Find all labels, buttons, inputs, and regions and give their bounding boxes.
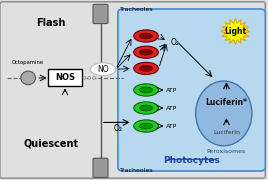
Text: Tracheoles: Tracheoles xyxy=(120,7,154,12)
Ellipse shape xyxy=(139,33,153,39)
Ellipse shape xyxy=(139,105,153,111)
Ellipse shape xyxy=(134,62,158,75)
Text: Quiescent: Quiescent xyxy=(23,139,79,149)
FancyBboxPatch shape xyxy=(118,9,265,171)
Ellipse shape xyxy=(83,76,86,79)
Text: Light: Light xyxy=(224,27,246,36)
Text: Luciferin: Luciferin xyxy=(213,130,240,135)
FancyBboxPatch shape xyxy=(93,158,108,177)
Ellipse shape xyxy=(134,120,158,132)
Text: O₂: O₂ xyxy=(170,38,179,47)
Text: O₂: O₂ xyxy=(113,124,122,133)
FancyBboxPatch shape xyxy=(93,4,108,24)
Text: Peroxisomes: Peroxisomes xyxy=(207,149,246,154)
Ellipse shape xyxy=(93,76,95,79)
FancyBboxPatch shape xyxy=(48,69,82,86)
Ellipse shape xyxy=(21,71,35,85)
Text: Luciferin*: Luciferin* xyxy=(206,98,247,107)
Text: ATP: ATP xyxy=(166,123,177,129)
Text: Tracheoles: Tracheoles xyxy=(120,168,154,173)
Ellipse shape xyxy=(139,87,153,93)
Text: ATP: ATP xyxy=(166,105,177,111)
Text: NOS: NOS xyxy=(55,73,75,82)
Ellipse shape xyxy=(134,102,158,114)
Text: ATP: ATP xyxy=(166,87,177,93)
Ellipse shape xyxy=(88,76,91,79)
FancyBboxPatch shape xyxy=(0,2,265,178)
Ellipse shape xyxy=(139,49,153,55)
Text: Octopamine: Octopamine xyxy=(12,60,44,65)
Text: NO: NO xyxy=(97,65,109,74)
Ellipse shape xyxy=(196,81,252,146)
Text: Flash: Flash xyxy=(36,17,66,28)
Ellipse shape xyxy=(134,30,158,42)
Ellipse shape xyxy=(134,84,158,96)
Ellipse shape xyxy=(134,46,158,58)
Ellipse shape xyxy=(139,66,153,71)
Ellipse shape xyxy=(91,63,116,76)
Polygon shape xyxy=(221,19,250,44)
Ellipse shape xyxy=(139,123,153,129)
Text: Photocytes: Photocytes xyxy=(163,156,220,165)
